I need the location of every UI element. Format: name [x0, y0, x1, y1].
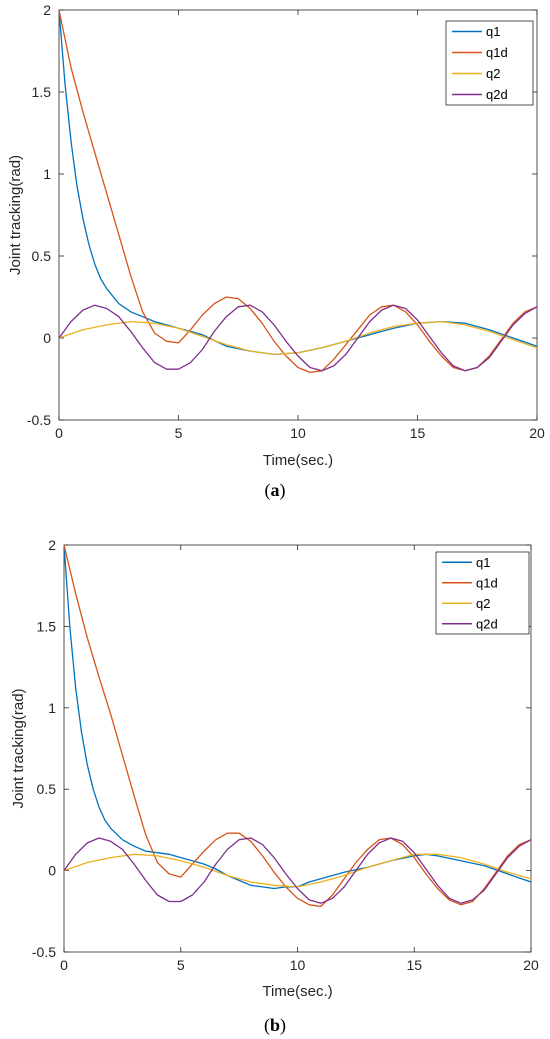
y-axis-label-b: Joint tracking(rad) [10, 688, 27, 808]
caption-a-close-paren: ) [280, 480, 286, 501]
series-line-q1d-b [63, 544, 532, 908]
legend-label-q1-a: q1 [486, 24, 500, 39]
series-line-q2-a [58, 320, 538, 356]
legend-label-q2-a: q2 [486, 66, 500, 81]
caption-a: (a) [265, 480, 286, 501]
x-tick-label-a: 20 [529, 425, 545, 441]
x-tick-label-b: 5 [177, 957, 185, 973]
series-line-q1d-a [58, 9, 538, 374]
legend-label-q1d-b: q1d [476, 575, 498, 590]
caption-a-open-paren: ( [265, 480, 271, 501]
y-tick-label-a: -0.5 [27, 412, 51, 428]
series-line-q2d-a [58, 304, 538, 372]
caption-b: (b) [264, 1015, 286, 1036]
y-tick-label-b: 1 [48, 700, 56, 716]
legend-box-b [435, 551, 530, 635]
caption-b-close-paren: ) [280, 1015, 286, 1036]
caption-a-letter: a [271, 480, 280, 500]
legend-label-q2d-a: q2d [486, 87, 508, 102]
caption-b-letter: b [270, 1015, 280, 1035]
legend-label-q1-b: q1 [476, 555, 490, 570]
x-axis-label-b: Time(sec.) [262, 983, 332, 1000]
y-tick-label-a: 1.5 [32, 84, 52, 100]
x-tick-label-a: 5 [175, 425, 183, 441]
x-tick-label-b: 0 [60, 957, 68, 973]
y-axis-label-a: Joint tracking(rad) [7, 155, 24, 275]
y-tick-label-a: 0 [43, 330, 51, 346]
y-tick-label-b: -0.5 [32, 944, 56, 960]
x-tick-label-b: 15 [406, 957, 422, 973]
x-tick-label-b: 20 [523, 957, 539, 973]
series-line-q2-b [63, 853, 532, 888]
x-tick-label-a: 0 [55, 425, 63, 441]
y-tick-label-b: 0.5 [37, 781, 57, 797]
series-line-q2d-b [63, 837, 532, 904]
y-tick-label-a: 0.5 [32, 248, 52, 264]
y-tick-label-b: 0 [48, 863, 56, 879]
y-tick-label-b: 1.5 [37, 618, 57, 634]
y-tick-label-b: 2 [48, 537, 56, 553]
legend-label-q1d-a: q1d [486, 45, 508, 60]
x-tick-label-a: 15 [410, 425, 426, 441]
y-tick-label-a: 2 [43, 2, 51, 18]
caption-b-open-paren: ( [264, 1015, 270, 1036]
x-tick-label-a: 10 [290, 425, 306, 441]
legend-box-a [445, 20, 534, 106]
y-tick-label-a: 1 [43, 166, 51, 182]
legend-label-q2-b: q2 [476, 596, 490, 611]
x-tick-label-b: 10 [290, 957, 306, 973]
legend-label-q2d-b: q2d [476, 616, 498, 631]
x-axis-label-a: Time(sec.) [263, 452, 333, 469]
